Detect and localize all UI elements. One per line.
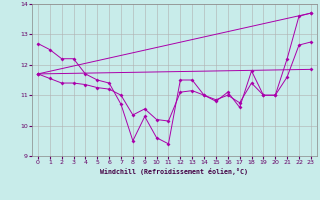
X-axis label: Windchill (Refroidissement éolien,°C): Windchill (Refroidissement éolien,°C): [100, 168, 248, 175]
